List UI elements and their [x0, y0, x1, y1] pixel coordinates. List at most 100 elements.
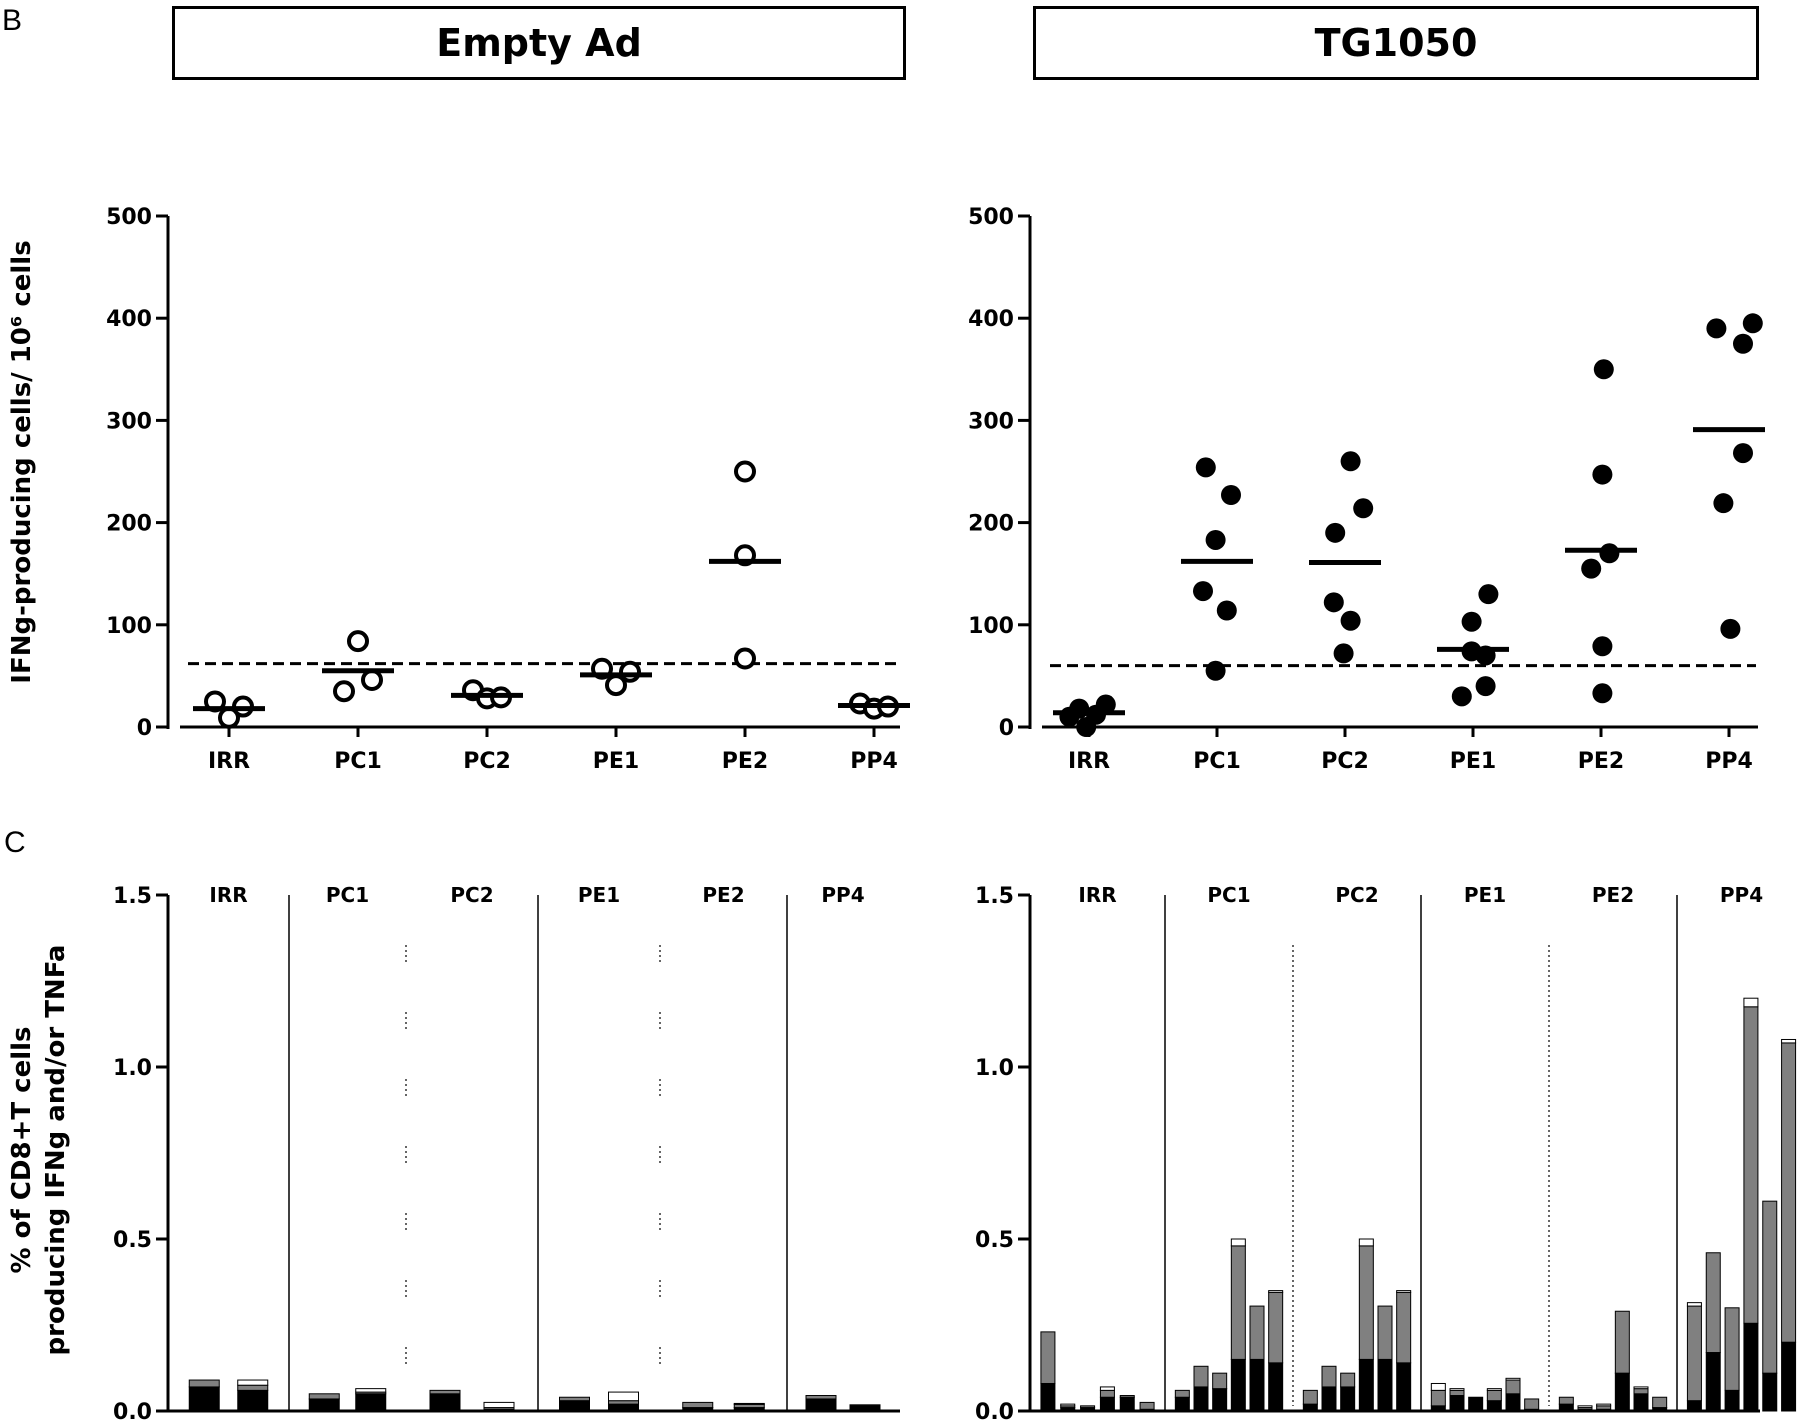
data-point [1095, 694, 1116, 715]
bar-segment [1430, 1382, 1446, 1391]
x-tick-label: PP4 [1705, 749, 1753, 774]
bar-segment [1340, 1386, 1356, 1412]
bar-segment [1486, 1388, 1502, 1391]
y-axis-title-line: % of CD8+T cells [7, 1027, 37, 1274]
bar-segment [682, 1401, 714, 1409]
x-tick-label: IRR [1068, 749, 1110, 774]
bar-segment [1652, 1407, 1668, 1412]
section-label: PP4 [821, 883, 864, 907]
data-point [1323, 592, 1344, 613]
data-point [1706, 318, 1727, 339]
bar-segment [1249, 1305, 1265, 1360]
data-point [1451, 686, 1472, 707]
y-tick-label: 200 [106, 512, 152, 537]
bar-segment [429, 1393, 461, 1412]
bar-segment [1614, 1372, 1630, 1412]
bar-segment [1174, 1396, 1190, 1412]
bar-segment [1743, 1322, 1759, 1412]
data-point [1742, 313, 1763, 334]
bar-segment [1505, 1393, 1521, 1412]
bar-segment [1080, 1407, 1096, 1412]
data-point [1713, 493, 1734, 514]
bar-segment [1633, 1393, 1649, 1412]
bar-segment [1430, 1405, 1446, 1412]
bar-segment [1524, 1398, 1540, 1410]
y-tick-label: 1.5 [113, 884, 152, 909]
bar-segment [608, 1391, 639, 1402]
data-point [1333, 643, 1354, 664]
data-point [619, 660, 641, 683]
data-point [333, 680, 355, 703]
bar-segment [608, 1403, 639, 1412]
group-label-tg1050: TG1050 [1033, 6, 1759, 80]
bar-segment [1212, 1372, 1228, 1390]
data-point [1216, 600, 1237, 621]
data-point [1733, 333, 1753, 354]
x-tick-label: PC2 [1321, 749, 1369, 774]
bar-segment [1119, 1396, 1135, 1412]
panel-letter-c: C [4, 826, 26, 859]
bar-segment [1558, 1403, 1574, 1412]
bar-segment [1060, 1407, 1076, 1412]
bar-segment [237, 1379, 269, 1386]
y-axis-title: % of CD8+T cells producing IFNg and/or TN… [7, 945, 71, 1356]
data-point [1599, 543, 1620, 564]
y-tick-label: 0.5 [975, 1228, 1014, 1253]
bar-segment [1099, 1396, 1115, 1412]
bar-segment [1040, 1382, 1056, 1412]
bar-segment [559, 1400, 590, 1412]
y-tick-label: 400 [968, 307, 1014, 332]
bar-segment [1040, 1331, 1056, 1384]
y-tick-label: 500 [106, 205, 152, 230]
data-point [734, 460, 756, 483]
bar-segment [1377, 1305, 1393, 1360]
bar-segment [1781, 1038, 1797, 1044]
bar-segment [237, 1389, 269, 1412]
bar-segment [1193, 1365, 1209, 1388]
y-tick-label: 0.0 [113, 1400, 152, 1425]
x-tick-label: PE1 [1450, 749, 1496, 774]
data-point [1592, 683, 1613, 704]
data-point [1205, 660, 1226, 681]
y-tick-label: 100 [106, 614, 152, 639]
bar-segment [1321, 1386, 1337, 1412]
bar-segment [308, 1398, 340, 1412]
data-point [1733, 443, 1753, 464]
bar-segment [1686, 1305, 1702, 1402]
bar-segment [1762, 1200, 1778, 1374]
y-tick-label: 300 [106, 409, 152, 434]
x-tick-label: PE2 [722, 749, 768, 774]
data-point [1478, 584, 1499, 605]
y-tick-label: 0 [999, 716, 1014, 741]
data-point [1325, 522, 1346, 543]
bar-segment [1781, 1341, 1797, 1412]
bar-segment [608, 1400, 639, 1405]
bar-segment [1099, 1389, 1115, 1398]
data-point [1592, 636, 1613, 657]
data-point [1475, 676, 1496, 697]
y-tick-label: 0 [137, 716, 152, 741]
bar-segment [429, 1389, 461, 1395]
bar-segment [1268, 1291, 1284, 1364]
bar-segment [1340, 1372, 1356, 1388]
panel-letter-b: B [2, 4, 23, 37]
bar-segment [1724, 1307, 1740, 1391]
y-tick-label: 1.5 [975, 884, 1014, 909]
y-axis-title: IFNg-producing cells/ 10⁶ cells [7, 240, 37, 683]
bar-segment [805, 1395, 837, 1400]
section-label: PP4 [1720, 883, 1763, 907]
bar-segment [1302, 1389, 1318, 1405]
bar-segment [1321, 1365, 1337, 1388]
y-tick-label: 0.5 [113, 1228, 152, 1253]
data-point [1195, 457, 1216, 478]
section-label: PE2 [1592, 883, 1634, 907]
y-tick-label: 1.0 [975, 1056, 1014, 1081]
bar-segment [1449, 1395, 1465, 1412]
bar-segment [1249, 1358, 1265, 1412]
bar-segment [1080, 1405, 1096, 1409]
data-point [1461, 611, 1482, 632]
bar-segment [1396, 1362, 1412, 1412]
bar-segment [1268, 1290, 1284, 1293]
bar-segment [1268, 1362, 1284, 1412]
